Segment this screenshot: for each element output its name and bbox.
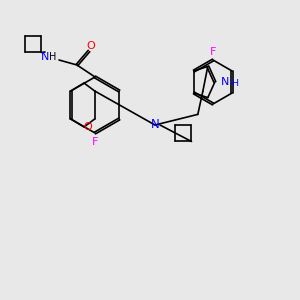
Text: N: N — [221, 77, 229, 87]
Text: N: N — [41, 52, 49, 62]
Text: O: O — [84, 122, 92, 132]
Text: N: N — [151, 118, 159, 131]
Text: O: O — [87, 41, 95, 51]
Text: H: H — [49, 52, 57, 62]
Text: F: F — [210, 47, 216, 57]
Text: -H: -H — [230, 79, 240, 88]
Text: F: F — [92, 137, 98, 147]
